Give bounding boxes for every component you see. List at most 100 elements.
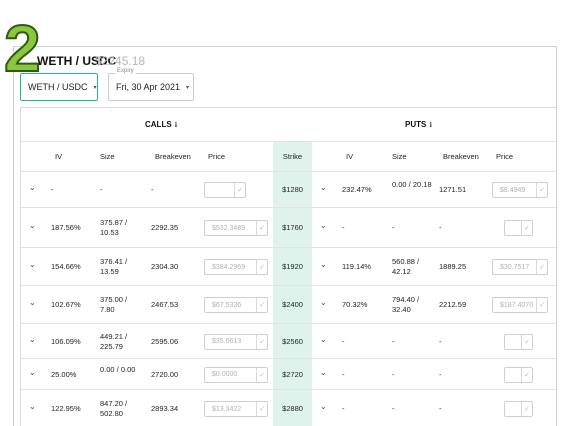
info-icon[interactable]: ℹ — [429, 121, 433, 129]
price-input-value: $35.0613 — [212, 338, 242, 345]
chevron-down-icon[interactable]: ⌄ — [29, 183, 36, 192]
check-icon[interactable]: ✓ — [256, 334, 267, 349]
call-price-input[interactable]: $0.0000 ✓ — [204, 366, 268, 383]
put-breakeven: 2212.59 — [439, 300, 467, 309]
pair-select-value: WETH / USDC — [28, 82, 88, 92]
puts-section-header: PUTS ℹ — [405, 120, 432, 129]
put-iv: 232.47% — [342, 185, 372, 194]
check-icon[interactable]: ✓ — [256, 221, 267, 235]
call-size: - — [100, 185, 103, 194]
put-breakeven: - — [439, 369, 442, 379]
strike-value: $1920 — [282, 262, 303, 271]
chevron-down-icon[interactable]: ⌄ — [320, 334, 327, 344]
chevron-down-icon[interactable]: ⌄ — [29, 367, 36, 377]
price-input-value: $532.3489 — [212, 224, 246, 232]
chevron-down-icon[interactable]: ⌄ — [29, 334, 36, 344]
table-row: ⌄ 122.95% 847.20 / 502.80 2893.34 $13.3422 ✓ $… — [21, 389, 558, 426]
chevron-down-icon[interactable]: ⌄ — [29, 402, 36, 411]
check-icon[interactable]: ✓ — [536, 183, 547, 197]
col-header-put-breakeven: Breakeven — [443, 152, 479, 161]
col-header-call-size: Size — [100, 152, 115, 161]
check-icon[interactable]: ✓ — [256, 402, 267, 416]
put-price-input[interactable]: ✓ — [504, 333, 533, 350]
chevron-down-icon[interactable]: ⌄ — [320, 183, 327, 192]
chevron-down-icon[interactable]: ⌄ — [320, 298, 327, 307]
put-price-input[interactable]: $8.4949 ✓ — [492, 182, 548, 198]
price-input-value — [505, 368, 521, 382]
put-iv: 119.14% — [342, 262, 372, 271]
put-size: 0.00 / 20.18 — [392, 180, 432, 189]
price-input-value — [505, 221, 521, 235]
call-price-input[interactable]: $35.0613 ✓ — [204, 333, 268, 350]
call-size: 375.00 / 7.80 — [100, 295, 128, 314]
check-icon[interactable]: ✓ — [521, 402, 532, 416]
put-price-input[interactable]: ✓ — [504, 220, 533, 236]
put-breakeven: 1889.25 — [439, 262, 467, 271]
col-header-put-size: Size — [392, 152, 407, 161]
table-row: ⌄ 25.00% 0.00 / 0.00 2720.00 $0.0000 ✓ $2720 ⌄ -… — [21, 358, 558, 389]
put-price-input[interactable]: ✓ — [504, 366, 533, 383]
price-input-value: $30.7517 — [500, 263, 530, 271]
put-iv: 70.32% — [342, 300, 368, 309]
put-iv: - — [342, 404, 345, 413]
expiry-select[interactable]: Expiry Fri, 30 Apr 2021 ▾ — [108, 68, 194, 101]
call-price-input[interactable]: $384.2969 ✓ — [204, 259, 268, 275]
check-icon[interactable]: ✓ — [521, 367, 532, 382]
price-input-value: $67.5336 — [212, 301, 242, 309]
put-breakeven: - — [439, 404, 442, 413]
check-icon[interactable]: ✓ — [234, 183, 245, 197]
call-iv: 106.09% — [51, 336, 81, 346]
strike-value: $1760 — [282, 223, 303, 232]
put-iv: - — [342, 336, 345, 346]
call-breakeven: 2595.06 — [151, 336, 179, 346]
put-price-input[interactable]: $187.4070 ✓ — [492, 297, 548, 313]
chevron-down-icon[interactable]: ⌄ — [320, 402, 327, 411]
pair-title: WETH / USDC — [37, 54, 117, 68]
check-icon[interactable]: ✓ — [256, 367, 267, 382]
call-price-input[interactable]: ✓ — [204, 182, 246, 198]
check-icon[interactable]: ✓ — [536, 298, 547, 312]
check-icon[interactable]: ✓ — [521, 221, 532, 235]
chevron-down-icon[interactable]: ⌄ — [320, 221, 327, 230]
table-row: ⌄ 106.09% 449.21 / 225.79 2595.06 $35.0613 ✓ $… — [21, 323, 558, 358]
table-row: ⌄ 154.66% 376.41 / 13.59 2304.30 $384.2969 ✓ $… — [21, 247, 558, 285]
chevron-down-icon[interactable]: ⌄ — [29, 298, 36, 307]
call-price-input[interactable]: $67.5336 ✓ — [204, 297, 268, 313]
check-icon[interactable]: ✓ — [536, 260, 547, 274]
check-icon[interactable]: ✓ — [256, 260, 267, 274]
col-header-call-breakeven: Breakeven — [155, 152, 191, 161]
strike-value: $2560 — [282, 336, 303, 346]
chevron-down-icon[interactable]: ⌄ — [29, 221, 36, 230]
chevron-down-icon[interactable]: ⌄ — [320, 260, 327, 269]
put-size: - — [392, 404, 395, 413]
check-icon[interactable]: ✓ — [521, 334, 532, 349]
calls-section-header: CALLS ℹ — [145, 120, 177, 129]
call-breakeven: 2720.00 — [151, 369, 179, 379]
header-divider — [21, 141, 558, 142]
put-price-input[interactable]: $30.7517 ✓ — [492, 259, 548, 275]
chevron-down-icon[interactable]: ⌄ — [29, 260, 36, 269]
put-price-input[interactable]: ✓ — [504, 401, 533, 417]
call-price-input[interactable]: $532.3489 ✓ — [204, 220, 268, 236]
put-size: 560.88 / 42.12 — [392, 257, 420, 276]
call-iv: 122.95% — [51, 404, 81, 413]
expiry-select-value: Fri, 30 Apr 2021 — [116, 82, 181, 92]
call-size: 449.21 / 225.79 — [100, 331, 128, 351]
price-input-value — [505, 335, 521, 349]
strike-value: $2400 — [282, 300, 303, 309]
table-row: ⌄ 187.56% 375.87 / 10.53 2292.35 $532.3489 ✓ $… — [21, 207, 558, 247]
check-icon[interactable]: ✓ — [256, 298, 267, 312]
call-price-input[interactable]: $13.3422 ✓ — [204, 401, 268, 417]
pair-price: $2245.18 — [95, 54, 146, 68]
col-header-call-price: Price — [208, 152, 226, 161]
puts-label: PUTS — [405, 120, 427, 129]
call-iv: 187.56% — [51, 223, 81, 232]
expiry-label: Expiry — [115, 68, 136, 74]
strike-value: $2720 — [282, 369, 303, 379]
table-row: ⌄ - - - ✓ $1280 ⌄ 232.47% 0.00 / 20.18 1271.51 $8.… — [21, 171, 558, 207]
chevron-down-icon[interactable]: ⌄ — [320, 367, 327, 377]
caret-down-icon: ▾ — [186, 84, 190, 91]
info-icon[interactable]: ℹ — [174, 121, 178, 129]
price-input-value: $0.0000 — [212, 371, 238, 378]
pair-select[interactable]: WETH / USDC ▾ — [20, 73, 98, 101]
